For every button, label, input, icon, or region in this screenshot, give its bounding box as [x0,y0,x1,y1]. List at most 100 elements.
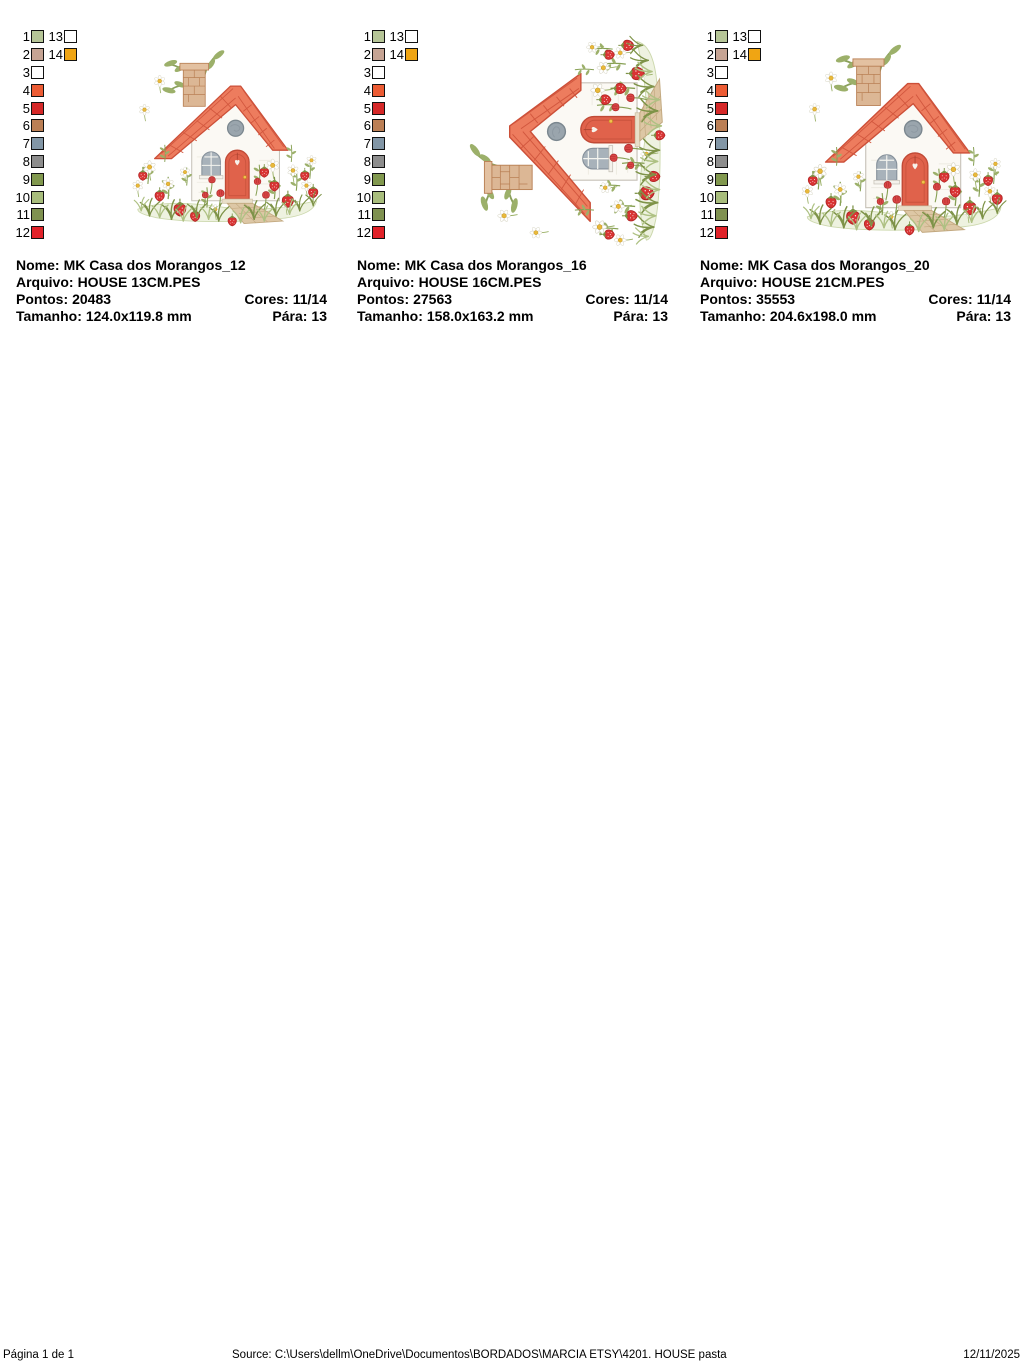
palette-row: 1 13 [698,28,761,46]
thread-number: 10 [356,189,371,205]
palette-row: 9 [698,170,761,188]
design-size: 124.0x119.8 mm [85,308,192,324]
design-info: Nome: MK Casa dos Morangos_16 Arquivo: HOU… [357,257,668,325]
thread-number: 14 [48,47,63,63]
embroidery-preview-21cm [800,36,1010,237]
palette-row: 7 [355,135,418,153]
stitches-colors-line: Pontos: 27563 Cores: 11/14 [357,291,668,308]
thread-number: 12 [356,225,371,241]
para-label: Pára: [613,308,649,324]
palette-row: 7 [698,135,761,153]
palette-row: 5 [14,99,77,117]
thread-number: 6 [706,118,714,134]
thread-number: 12 [15,225,30,241]
thread-color-swatch [31,30,44,44]
stitches-colors-line: Pontos: 20483 Cores: 11/14 [16,291,327,308]
stop-count: 13 [995,308,1011,324]
thread-number: 11 [700,207,715,223]
size-stops-line: Tamanho: 124.0x119.8 mm Pára: 13 [16,308,327,325]
palette-row: 4 [698,81,761,99]
palette-row: 6 [355,117,418,135]
thread-number: 9 [706,171,714,187]
para-label: Pára: [272,308,308,324]
palette-row: 9 [14,170,77,188]
thread-number: 12 [699,225,714,241]
stitch-count: 27563 [413,291,453,307]
thread-color-swatch [372,65,385,79]
thread-color-swatch [715,101,728,115]
source-path-line: Source: C:\Users\dellm\OneDrive\Document… [232,1349,727,1361]
thread-color-swatch [715,226,728,240]
palette-row: 11 [14,206,77,224]
thread-color-swatch [405,30,418,44]
thread-number: 3 [706,64,714,80]
thread-color-swatch [405,48,418,62]
thread-number: 1 [22,29,30,45]
print-date: 12/11/2025 [963,1349,1020,1361]
thread-number: 4 [706,82,714,98]
palette-row: 2 14 [355,46,418,64]
thread-number: 7 [706,136,714,152]
design-name-line: Nome: MK Casa dos Morangos_16 [357,257,668,274]
tamanho-label: Tamanho: [700,308,766,324]
size-stops-line: Tamanho: 204.6x198.0 mm Pára: 13 [700,308,1011,325]
thread-number: 4 [363,82,371,98]
thread-color-swatch [715,172,728,186]
palette-row: 5 [355,99,418,117]
cottage-rotated-image [461,30,667,248]
palette-row: 12 [14,224,77,242]
cores-label: Cores: [585,291,630,307]
palette-row: 5 [698,99,761,117]
palette-row: 9 [355,170,418,188]
thread-number: 1 [363,29,371,45]
palette-row: 8 [698,153,761,171]
thread-number: 3 [22,64,30,80]
thread-number: 10 [699,189,714,205]
thread-number: 2 [363,47,371,63]
cores-label: Cores: [244,291,289,307]
para-label: Pára: [956,308,992,324]
palette-row: 3 [698,64,761,82]
thread-color-swatch [372,30,385,44]
design-size: 204.6x198.0 mm [769,308,877,324]
thread-number: 8 [706,153,714,169]
source-label: Source: [232,1349,272,1361]
design-file: HOUSE 16CM.PES [418,274,542,290]
design-info: Nome: MK Casa dos Morangos_20 Arquivo: HOU… [700,257,1011,325]
design-file-line: Arquivo: HOUSE 13CM.PES [16,274,327,291]
palette-row: 11 [698,206,761,224]
thread-color-swatch [31,48,44,62]
stitch-count: 35553 [756,291,796,307]
thread-color-swatch [715,30,728,44]
design-name: MK Casa dos Morangos_20 [747,257,930,273]
color-count: 11/14 [292,291,327,307]
thread-color-swatch [372,48,385,62]
thread-color-swatch [748,30,761,44]
design-file-line: Arquivo: HOUSE 21CM.PES [700,274,1011,291]
arquivo-label: Arquivo: [700,274,758,290]
thread-color-swatch [748,48,761,62]
design-size: 158.0x163.2 mm [426,308,534,324]
thread-color-swatch [372,190,385,204]
stitch-count: 20483 [72,291,112,307]
design-file-line: Arquivo: HOUSE 16CM.PES [357,274,668,291]
tamanho-label: Tamanho: [16,308,82,324]
thread-number: 11 [16,207,31,223]
design-name-line: Nome: MK Casa dos Morangos_20 [700,257,1011,274]
palette-row: 7 [14,135,77,153]
thread-number: 8 [22,153,30,169]
palette-row: 1 13 [14,28,77,46]
palette-row: 1 13 [355,28,418,46]
thread-number: 13 [48,29,63,45]
design-name: MK Casa dos Morangos_16 [404,257,587,273]
thread-number: 6 [363,118,371,134]
thread-number: 5 [22,100,30,116]
palette-row: 12 [698,224,761,242]
thread-color-swatch [31,172,44,186]
pontos-label: Pontos: [700,291,753,307]
thread-color-swatch [31,190,44,204]
design-name: MK Casa dos Morangos_12 [63,257,246,273]
thread-color-swatch [372,154,385,168]
nome-label: Nome: [700,257,744,273]
cottage-upright-image [800,36,1010,237]
